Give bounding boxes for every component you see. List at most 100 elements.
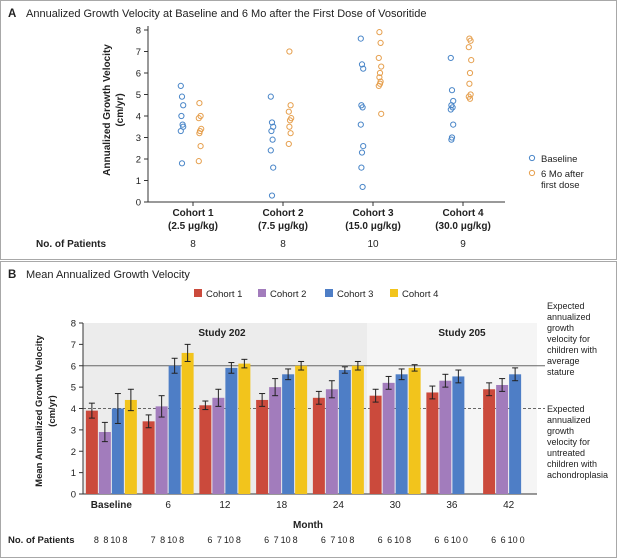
panel-b-y-tick-label: 8 <box>71 319 76 330</box>
baseline-point <box>268 119 276 126</box>
after-dose-point <box>376 74 383 81</box>
panel-a-ylabel-units: (cm/yr) <box>115 93 126 126</box>
legend-baseline-label: Baseline <box>541 154 577 165</box>
panel-a-patient-count: 9 <box>460 239 466 250</box>
after-dose-point <box>287 130 294 137</box>
after-dose-point <box>376 69 384 77</box>
panel-b-x-tick-label: Baseline <box>91 500 133 511</box>
panel-a-y-tick-label: 0 <box>136 198 141 209</box>
after-dose-point <box>287 102 294 109</box>
panel-b-patient-count: 8 <box>293 535 298 545</box>
bar <box>509 374 522 494</box>
panel-a-y-tick-label: 5 <box>136 90 141 101</box>
panel-b-ylabel-units: (cm/yr) <box>47 395 58 427</box>
bar <box>369 395 382 494</box>
panel-b-x-tick-label: 36 <box>446 500 458 511</box>
panel-a-y-tick-label: 2 <box>136 155 141 166</box>
panel-a-y-tick-label: 6 <box>136 69 141 80</box>
legend-label-cohort-1: Cohort 1 <box>206 289 242 300</box>
after-dose-point <box>195 158 202 165</box>
study-205-label: Study 205 <box>438 328 486 339</box>
legend-swatch-cohort-2 <box>258 289 266 297</box>
panel-b-patient-count: 6 <box>207 535 212 545</box>
panel-b-patient-count: 6 <box>378 535 383 545</box>
panel-b-x-tick-label: 12 <box>219 500 231 511</box>
reference-label-untreated: Expected annualized growth velocity for untr… <box>547 404 608 480</box>
after-dose-point <box>286 48 293 55</box>
after-dose-point <box>195 115 202 122</box>
panel-b-y-tick-label: 1 <box>71 468 76 479</box>
after-dose-point <box>286 123 293 130</box>
baseline-point <box>450 121 457 128</box>
panel-b-x-tick-label: 30 <box>390 500 402 511</box>
panel-b-patient-count: 6 <box>434 535 439 545</box>
panel-b-patient-count: 8 <box>236 535 241 545</box>
baseline-point <box>358 149 366 156</box>
bar <box>238 363 251 494</box>
panel-a-y-tick-label: 4 <box>136 112 141 123</box>
panel-a-ylabel: Annualized Growth Velocity <box>102 44 113 176</box>
panel-b-letter: B <box>8 269 16 281</box>
legend-after-marker <box>528 169 536 177</box>
after-dose-point <box>285 140 292 148</box>
panel-b-patient-count: 10 <box>281 535 291 545</box>
reference-label-average-stature: Expected annualized growth velocity for chil… <box>547 301 597 377</box>
panel-b-plot: Mean Annualized Growth Velocity (cm/yr) … <box>8 289 608 546</box>
panel-a-cohort-dose: (2.5 μg/kg) <box>168 221 218 232</box>
bar <box>199 405 212 494</box>
baseline-point <box>270 164 277 171</box>
panel-b-patient-count: 6 <box>491 535 496 545</box>
after-dose-point <box>375 54 382 62</box>
legend-swatch-cohort-1 <box>194 289 202 297</box>
panel-a-y-tick-label: 3 <box>136 133 141 144</box>
bar <box>439 380 452 494</box>
bar <box>426 392 439 494</box>
panel-a-cohort-label: Cohort 1 <box>172 208 214 219</box>
bar <box>124 399 137 494</box>
panel-a-cohort-dose: (15.0 μg/kg) <box>345 221 401 232</box>
panel-a-cohort-label: Cohort 3 <box>352 208 394 219</box>
legend-swatch-cohort-4 <box>390 289 398 297</box>
after-dose-point <box>466 95 474 102</box>
after-dose-point <box>468 57 475 64</box>
legend-label-cohort-2: Cohort 2 <box>270 289 306 300</box>
after-dose-point <box>466 69 474 77</box>
after-dose-point <box>465 44 472 51</box>
bar <box>269 387 282 494</box>
bar <box>382 382 395 494</box>
panel-b-x-tick-label: 24 <box>333 500 345 511</box>
after-dose-point <box>378 110 385 117</box>
baseline-point <box>268 127 275 135</box>
bar <box>351 365 364 494</box>
baseline-point <box>178 112 185 120</box>
panel-a-plot: Annualized Growth Velocity (cm/yr) No. o… <box>36 26 584 251</box>
bar <box>395 374 408 494</box>
panel-a-title: Annualized Growth Velocity at Baseline a… <box>26 8 427 20</box>
bar <box>85 410 98 494</box>
after-dose-point <box>196 100 203 107</box>
panel-b-title: Mean Annualized Growth Velocity <box>26 269 190 281</box>
panel-b-y-tick-label: 3 <box>71 425 76 436</box>
panel-a-letter: A <box>8 8 16 20</box>
bar <box>408 367 421 494</box>
bar <box>496 384 509 494</box>
after-dose-point <box>466 80 473 87</box>
baseline-point <box>359 104 366 111</box>
panel-b-x-tick-label: 42 <box>503 500 515 511</box>
legend-label-cohort-4: Cohort 4 <box>402 289 438 300</box>
baseline-point <box>448 87 456 94</box>
panel-b-patient-count: 10 <box>167 535 177 545</box>
baseline-point <box>358 61 366 68</box>
panel-b-x-tick-label: 18 <box>276 500 288 511</box>
panel-a-patient-count: 10 <box>367 239 379 250</box>
panel-b-ylabel: Mean Annualized Growth Velocity <box>34 334 45 486</box>
baseline-point <box>357 121 364 128</box>
panel-b-patient-count: 8 <box>122 535 127 545</box>
baseline-point <box>447 106 454 113</box>
bar <box>111 408 124 494</box>
after-dose-point <box>467 37 474 44</box>
panel-b-y-tick-label: 6 <box>71 361 76 372</box>
after-dose-point <box>286 117 294 124</box>
panel-b-y-tick-label: 7 <box>71 340 76 351</box>
